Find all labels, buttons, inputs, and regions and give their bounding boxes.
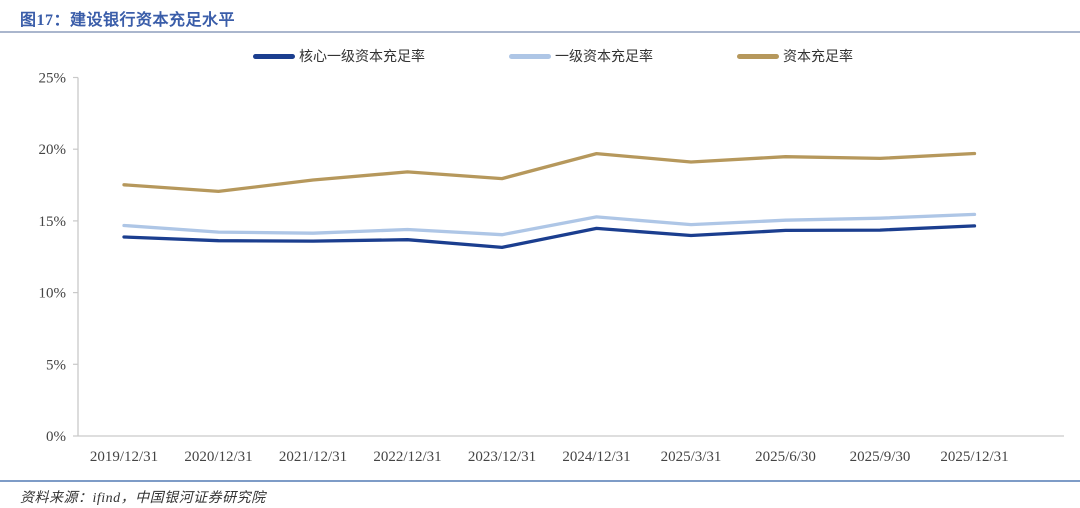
- x-tick-label: 2020/12/31: [184, 449, 252, 465]
- y-tick-label: 5%: [46, 357, 66, 373]
- series-line-1: [122, 212, 977, 237]
- legend-item-core-tier1: 核心一级资本充足率: [253, 46, 425, 66]
- x-tick-label: 2025/3/31: [661, 449, 722, 465]
- series-line-0: [122, 224, 977, 250]
- y-tick-label: 20%: [39, 142, 67, 158]
- y-tick-label: 0%: [46, 429, 66, 445]
- legend-swatch-tier1: [509, 53, 551, 59]
- x-tick-label: 2019/12/31: [90, 449, 158, 465]
- x-tick-label: 2023/12/31: [468, 449, 536, 465]
- legend-item-car: 资本充足率: [737, 46, 853, 66]
- x-tick-label: 2022/12/31: [373, 449, 441, 465]
- source-note: 资料来源：ifind，中国银河证券研究院: [20, 491, 266, 506]
- y-tick-label: 15%: [39, 214, 67, 230]
- figure-title: 图17：建设银行资本充足水平: [20, 12, 236, 29]
- x-tick-label: 2025/6/30: [755, 449, 816, 465]
- chart-legend: 核心一级资本充足率 一级资本充足率 资本充足率: [253, 46, 853, 66]
- y-tick-label: 25%: [39, 71, 67, 87]
- x-tick-label: 2021/12/31: [279, 449, 347, 465]
- legend-swatch-core-tier1: [253, 53, 295, 59]
- legend-label-car: 资本充足率: [783, 50, 853, 65]
- y-tick-label: 10%: [39, 286, 67, 302]
- bottom-divider: [0, 480, 1080, 482]
- x-tick-label: 2025/9/30: [850, 449, 911, 465]
- series-line-2: [122, 151, 977, 194]
- line-chart: 0% 5% 10% 15% 20% 25% 2019/12/31 2020/12/31 2021…: [39, 71, 1064, 465]
- legend-label-tier1: 一级资本充足率: [555, 50, 653, 65]
- legend-item-tier1: 一级资本充足率: [509, 46, 653, 66]
- title-divider: [0, 31, 1080, 33]
- x-tick-label: 2024/12/31: [562, 449, 630, 465]
- x-tick-label: 2025/12/31: [940, 449, 1008, 465]
- legend-swatch-car: [737, 53, 779, 59]
- legend-label-core-tier1: 核心一级资本充足率: [299, 50, 425, 65]
